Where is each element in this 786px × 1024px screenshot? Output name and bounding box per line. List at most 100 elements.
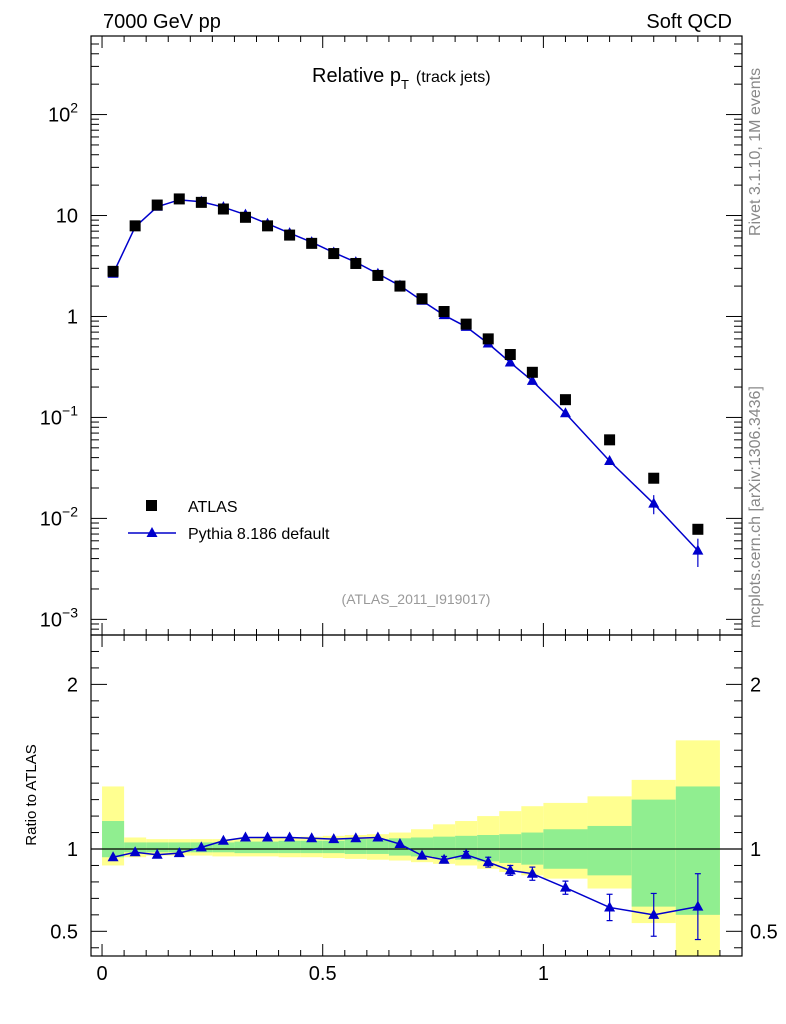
atlas-point xyxy=(372,269,384,281)
atlas-point xyxy=(526,366,538,378)
atlas-point xyxy=(129,220,141,232)
ratio-point xyxy=(195,841,207,852)
band-inner-bin xyxy=(455,835,478,860)
atlas-point xyxy=(394,280,406,292)
legend-atlas-label: ATLAS xyxy=(188,499,238,516)
band-inner-bin xyxy=(146,842,169,853)
pythia-point xyxy=(504,356,516,367)
category-label: Soft QCD xyxy=(646,11,732,33)
y-tick-label: 102 xyxy=(48,100,78,127)
legend: ATLAS Pythia 8.186 default xyxy=(128,499,330,543)
pythia-point xyxy=(559,407,571,418)
x-tick-label: 0.5 xyxy=(309,963,337,985)
y-tick-label: 10−3 xyxy=(40,604,78,631)
ratio-point xyxy=(372,831,384,842)
ratio-point xyxy=(559,881,571,892)
band-inner-bin xyxy=(433,836,456,859)
rivet-label: Rivet 3.1.10, 1M events xyxy=(747,68,764,236)
y-tick-label: 1 xyxy=(67,306,78,328)
pythia-point xyxy=(648,497,660,508)
plot-title-sub: T xyxy=(401,77,409,92)
ratio-y-tick-label: 0.5 xyxy=(50,921,78,943)
ratio-point xyxy=(648,908,660,919)
legend-pythia-marker xyxy=(146,527,158,537)
ratio-point xyxy=(239,831,251,842)
band-inner-bin xyxy=(477,835,500,862)
band-inner-bin xyxy=(322,840,345,854)
ratio-plot-border xyxy=(90,634,743,957)
plot-title: Relative pT (track jets) xyxy=(312,65,491,92)
atlas-point xyxy=(648,472,660,484)
atlas-point xyxy=(195,196,207,208)
atlas-point xyxy=(328,248,340,260)
ratio-point xyxy=(604,901,616,912)
ratio-y-tick-label: 1 xyxy=(67,839,78,861)
legend-pythia-label: Pythia 8.186 default xyxy=(188,526,330,543)
band-inner-bin xyxy=(212,842,235,853)
main-plot-marks xyxy=(107,193,704,568)
ratio-ylabel: Ratio to ATLAS xyxy=(23,744,40,845)
ratio-point xyxy=(217,834,229,845)
ratio-point xyxy=(482,856,494,867)
atlas-point xyxy=(151,199,163,211)
ratio-point xyxy=(416,849,428,860)
atlas-point xyxy=(559,394,571,406)
atlas-point xyxy=(604,434,616,446)
y-tick-label: 10 xyxy=(56,206,78,228)
ratio-point xyxy=(692,900,704,911)
atlas-point xyxy=(306,237,318,249)
y-tick-label: 10−2 xyxy=(40,503,78,530)
analysis-label: (ATLAS_2011_I919017) xyxy=(342,591,491,607)
ratio-point xyxy=(328,833,340,844)
pythia-line xyxy=(112,199,699,552)
ratio-point xyxy=(284,831,296,842)
ratio-plot-marks xyxy=(107,831,704,941)
x-tick-label: 0 xyxy=(96,963,107,985)
ratio-point xyxy=(394,838,406,849)
ratio-y-tick-label-right: 1 xyxy=(750,839,761,861)
ratio-point xyxy=(173,847,185,858)
plot-title-suffix: (track jets) xyxy=(416,69,491,86)
atlas-point xyxy=(438,306,450,318)
ratio-point xyxy=(460,848,472,859)
band-inner-bin xyxy=(587,825,632,876)
band-inner-bin xyxy=(300,840,323,854)
ratio-point xyxy=(306,832,318,843)
ratio-point xyxy=(262,831,274,842)
band-inner-bin xyxy=(278,840,301,854)
band-inner-bin xyxy=(344,839,367,854)
band-inner-bin xyxy=(366,839,389,854)
ratio-point xyxy=(129,846,141,857)
ratio-y-tick-label-right: 2 xyxy=(750,674,761,696)
ratio-plot-frame: 0 0.5 1 0.5 0.5 1 1 2 2 xyxy=(50,634,778,985)
pythia-point xyxy=(604,455,616,466)
ratio-uncertainty-bands xyxy=(102,740,720,956)
atlas-point xyxy=(350,257,362,269)
atlas-point xyxy=(692,523,704,535)
band-inner-bin xyxy=(631,799,676,907)
band-inner-bin xyxy=(234,841,257,854)
mcplots-label: mcplots.cern.ch [arXiv:1306.3436] xyxy=(747,386,764,628)
band-inner-bin xyxy=(102,821,125,858)
atlas-point xyxy=(107,265,119,277)
pythia-point xyxy=(526,374,538,385)
band-inner-bin xyxy=(256,841,279,854)
energy-label: 7000 GeV pp xyxy=(103,11,221,33)
ratio-point xyxy=(438,853,450,864)
ratio-y-tick-label-right: 0.5 xyxy=(750,921,778,943)
atlas-point xyxy=(217,203,229,215)
legend-atlas-marker xyxy=(146,500,157,511)
atlas-point xyxy=(504,349,516,361)
y-tick-label: 10−1 xyxy=(40,402,78,429)
ratio-y-tick-label: 2 xyxy=(67,674,78,696)
atlas-point xyxy=(239,211,251,223)
atlas-point xyxy=(173,193,185,205)
x-tick-label: 1 xyxy=(538,963,549,985)
band-inner-bin xyxy=(410,837,434,857)
atlas-point xyxy=(416,293,428,305)
ratio-point xyxy=(151,848,163,859)
plot-title-main: Relative p xyxy=(312,65,401,87)
ratio-point xyxy=(504,864,516,875)
pythia-point xyxy=(692,544,704,555)
